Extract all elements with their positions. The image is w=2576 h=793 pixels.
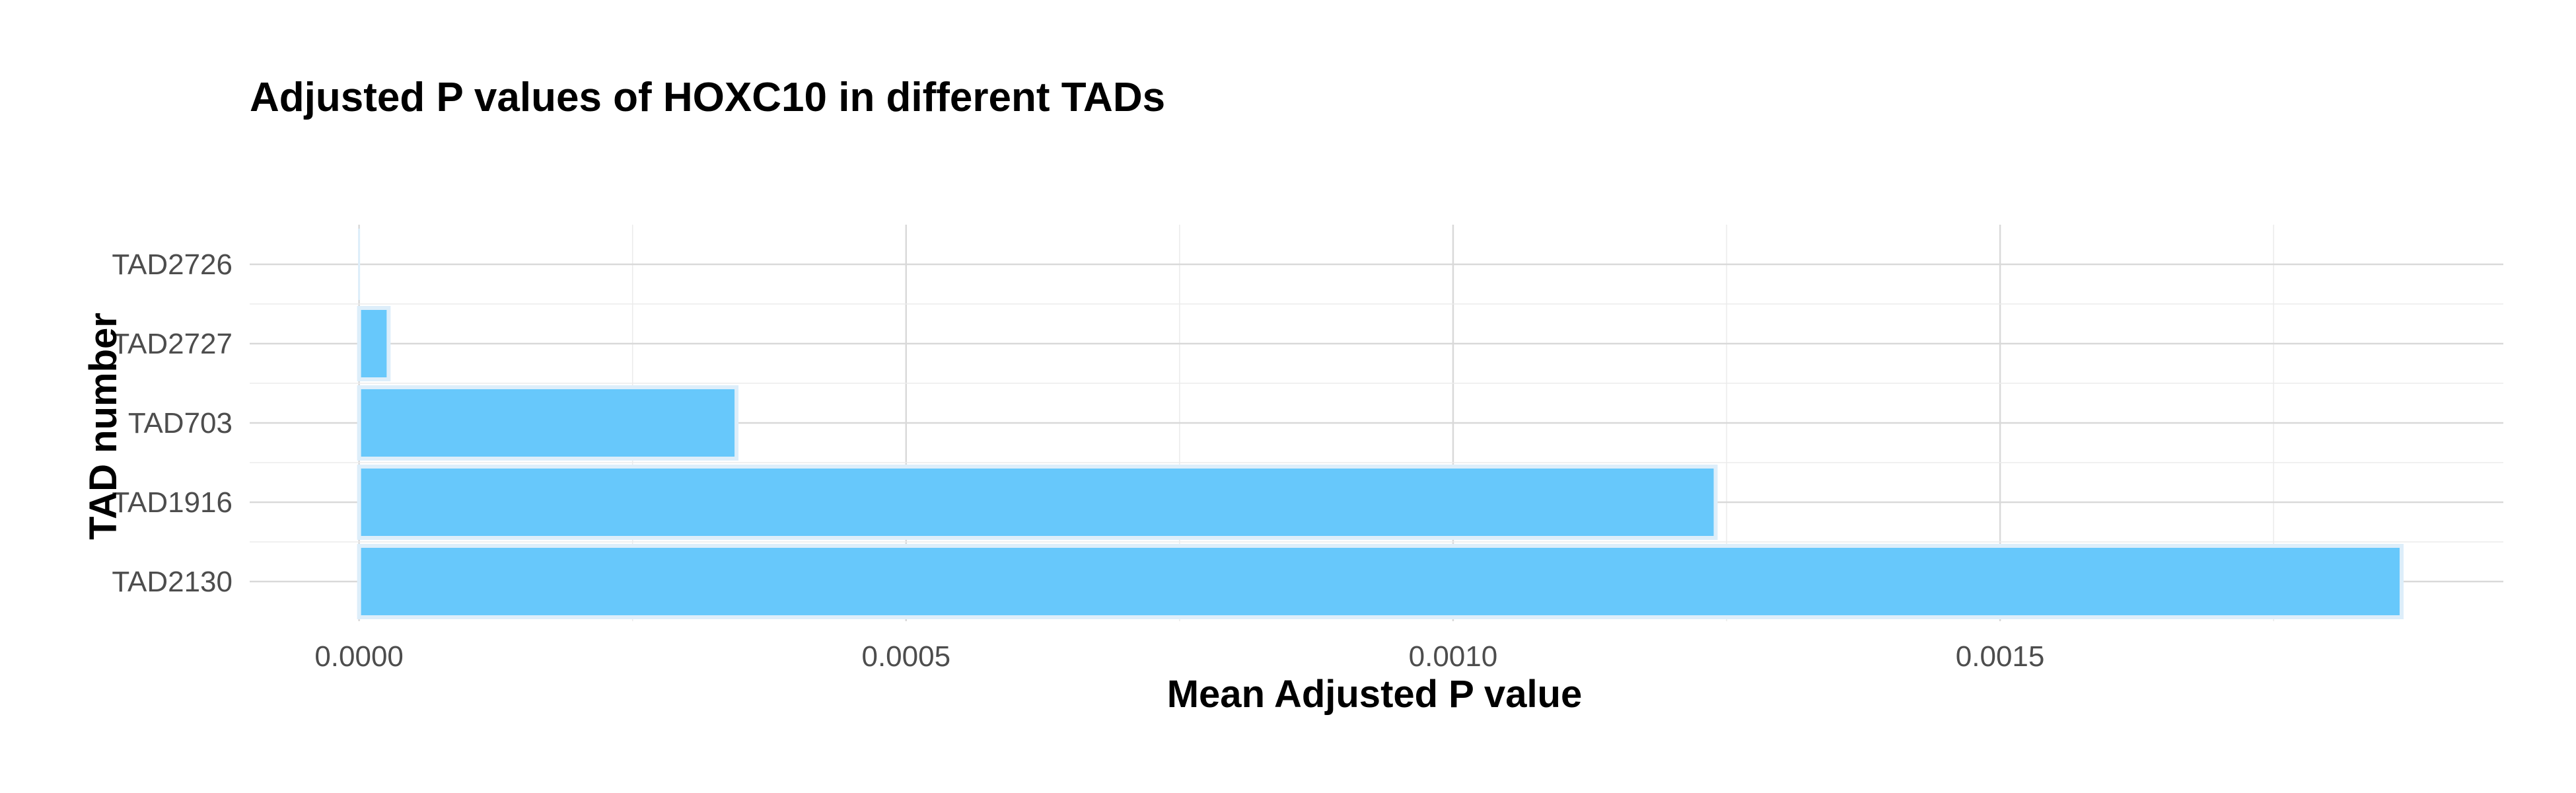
y-tick-label: TAD2726: [112, 248, 233, 281]
bar-tad2727: [357, 306, 391, 381]
bar-tad703: [357, 385, 739, 461]
y-tick-label: TAD703: [128, 407, 233, 439]
bar-tad1916: [357, 465, 1718, 540]
x-tick-label: 0.0005: [861, 640, 950, 673]
x-tick-label: 0.0015: [1956, 640, 2045, 673]
x-tick-label: 0.0000: [314, 640, 404, 673]
y-tick-label: TAD2727: [112, 328, 233, 360]
chart-title: Adjusted P values of HOXC10 in different…: [250, 75, 1165, 120]
bars: [357, 229, 2404, 619]
x-tick-label: 0.0010: [1409, 640, 1498, 673]
bar-tad2130: [357, 544, 2404, 619]
y-tick-label: TAD2130: [112, 566, 233, 598]
x-axis-tick-labels: 0.0000 0.0005 0.0010 0.0015: [314, 640, 2044, 673]
y-axis-tick-labels: TAD2726 TAD2727 TAD703 TAD1916 TAD2130: [112, 248, 233, 598]
y-tick-label: TAD1916: [112, 486, 233, 519]
y-axis-title: TAD number: [82, 313, 125, 540]
x-axis-title: Mean Adjusted P value: [1167, 673, 1583, 716]
